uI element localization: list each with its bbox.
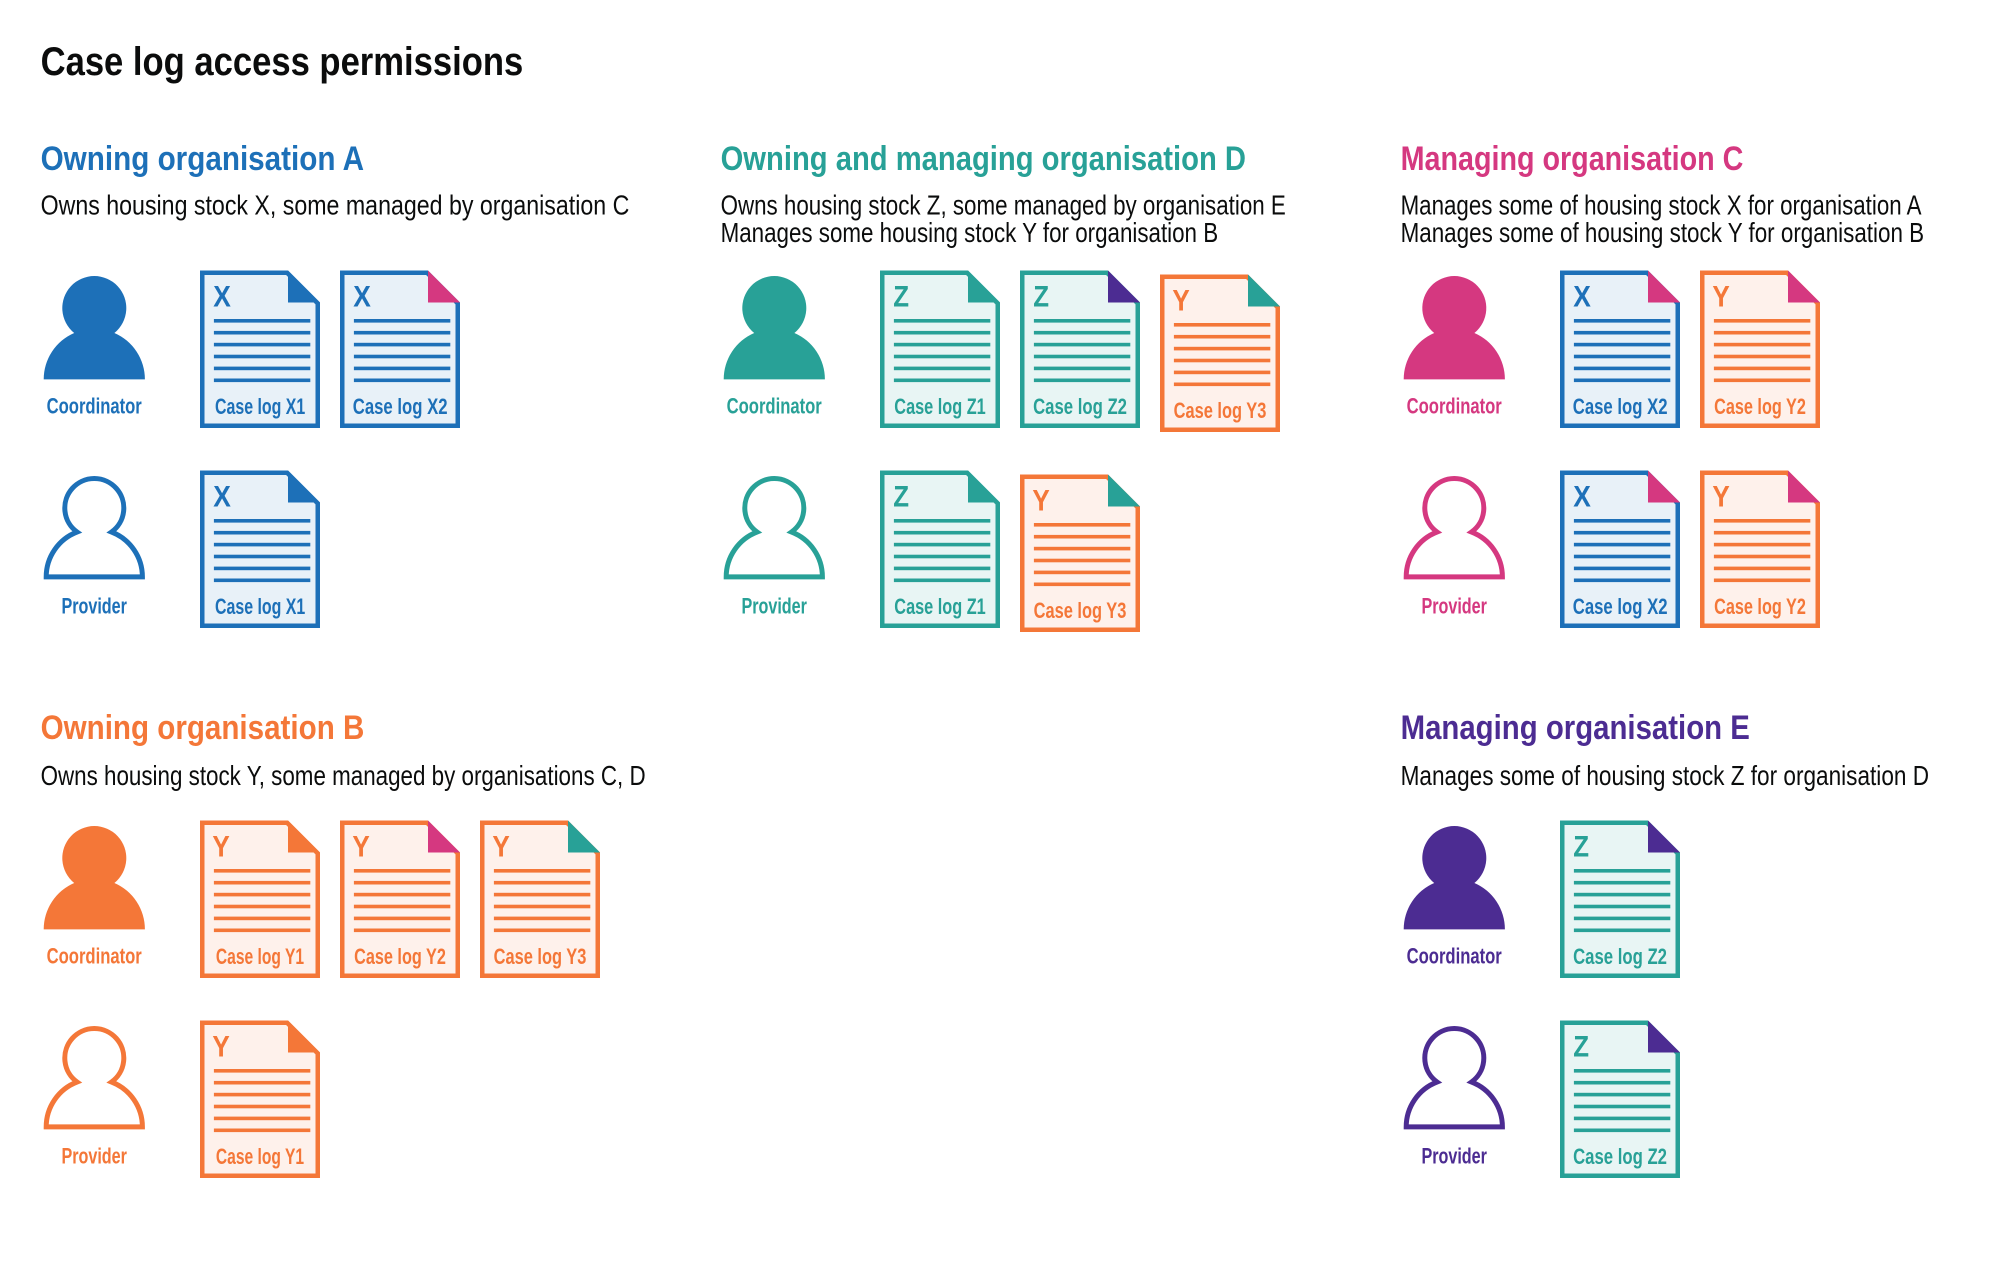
svg-text:Case log access permissions: Case log access permissions	[41, 39, 524, 84]
svg-text:Y: Y	[352, 830, 370, 863]
svg-text:Manages some housing stock Y f: Manages some housing stock Y for organis…	[721, 218, 1219, 249]
svg-text:Provider: Provider	[1421, 594, 1487, 619]
svg-text:Coordinator: Coordinator	[47, 944, 142, 969]
svg-text:Managing organisation C: Managing organisation C	[1401, 138, 1744, 177]
svg-text:Case log Y1: Case log Y1	[216, 945, 304, 969]
svg-text:Coordinator: Coordinator	[47, 394, 142, 419]
svg-text:Provider: Provider	[61, 594, 127, 619]
svg-text:Y: Y	[212, 830, 230, 863]
svg-text:Case log X2: Case log X2	[1573, 395, 1668, 420]
svg-text:Owns housing stock Y, some man: Owns housing stock Y, some managed by or…	[41, 761, 646, 792]
svg-text:Y: Y	[212, 1030, 230, 1063]
svg-text:Y: Y	[1032, 484, 1050, 517]
svg-text:Owning organisation A: Owning organisation A	[41, 139, 364, 177]
svg-text:Case log Y2: Case log Y2	[354, 944, 446, 969]
svg-text:Z: Z	[1573, 1030, 1589, 1063]
svg-text:Case log Y1: Case log Y1	[216, 1145, 304, 1169]
svg-text:Y: Y	[1712, 480, 1730, 513]
svg-text:Owns housing stock X, some man: Owns housing stock X, some managed by or…	[41, 191, 630, 221]
svg-text:Owns housing stock Z, some man: Owns housing stock Z, some managed by or…	[721, 190, 1286, 221]
svg-text:Manages some of housing stock: Manages some of housing stock Z for orga…	[1401, 761, 1929, 792]
svg-text:Manages some of housing stock: Manages some of housing stock Y for orga…	[1401, 218, 1924, 249]
svg-text:Y: Y	[1172, 284, 1190, 317]
svg-text:Case log Z2: Case log Z2	[1573, 1145, 1667, 1170]
svg-text:Z: Z	[893, 480, 909, 513]
svg-text:Y: Y	[1712, 280, 1730, 313]
svg-text:Provider: Provider	[741, 594, 807, 619]
svg-text:Case log Z2: Case log Z2	[1573, 945, 1667, 970]
svg-text:Case log Y2: Case log Y2	[1714, 394, 1806, 419]
svg-text:Manages some of housing stock: Manages some of housing stock X for orga…	[1401, 190, 1922, 221]
svg-text:Case log X2: Case log X2	[1573, 595, 1668, 620]
svg-text:X: X	[213, 279, 231, 313]
svg-text:Case log Y3: Case log Y3	[1174, 398, 1267, 423]
svg-text:Owning organisation B: Owning organisation B	[41, 708, 365, 747]
svg-text:Case log X1: Case log X1	[215, 594, 305, 619]
svg-text:Case log Z1: Case log Z1	[894, 394, 986, 419]
svg-text:Case log Y3: Case log Y3	[494, 944, 587, 969]
svg-text:Case log X1: Case log X1	[215, 394, 305, 419]
svg-text:Case log Y3: Case log Y3	[1034, 598, 1127, 623]
svg-text:Case log X2: Case log X2	[353, 395, 448, 420]
svg-text:Managing organisation E: Managing organisation E	[1401, 708, 1750, 747]
svg-text:Z: Z	[1573, 830, 1589, 863]
svg-text:Z: Z	[893, 280, 909, 313]
svg-text:Coordinator: Coordinator	[727, 394, 822, 419]
svg-text:Z: Z	[1033, 280, 1049, 313]
svg-text:Y: Y	[492, 830, 510, 863]
svg-text:Coordinator: Coordinator	[1407, 394, 1502, 419]
svg-text:Provider: Provider	[1421, 1144, 1487, 1169]
svg-text:Case log Z1: Case log Z1	[894, 594, 986, 619]
svg-text:Owning and managing organisati: Owning and managing organisation D	[721, 139, 1246, 178]
svg-text:Case log Z2: Case log Z2	[1033, 395, 1127, 420]
svg-text:Case log Y2: Case log Y2	[1714, 594, 1806, 619]
svg-text:Provider: Provider	[61, 1144, 127, 1169]
svg-text:X: X	[213, 479, 231, 513]
svg-text:Coordinator: Coordinator	[1407, 944, 1502, 969]
svg-text:X: X	[353, 279, 371, 313]
svg-text:X: X	[1573, 279, 1591, 313]
svg-text:X: X	[1573, 479, 1591, 513]
